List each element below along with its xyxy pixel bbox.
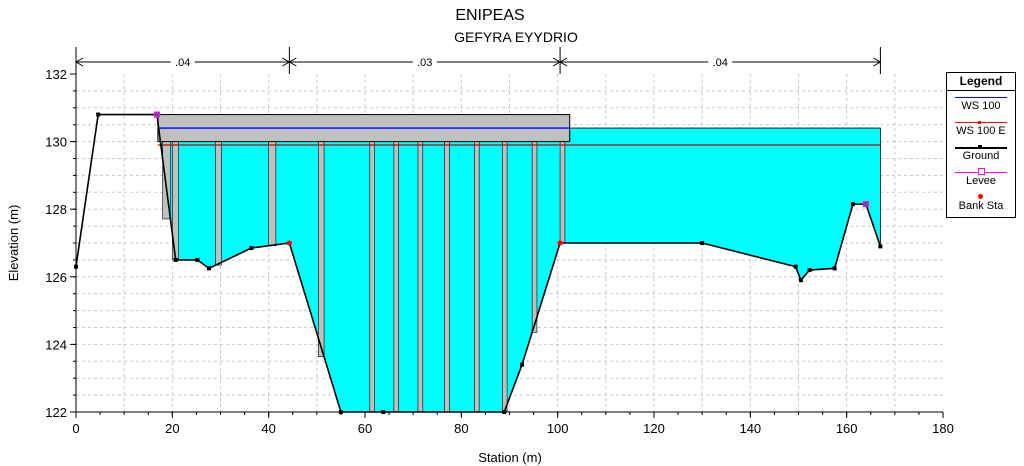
ground-point: [195, 257, 200, 262]
bridge-pier: [444, 141, 450, 413]
water-area: [157, 121, 881, 413]
legend-label: Levee: [966, 175, 996, 187]
legend-label: Ground: [962, 150, 1000, 162]
ws100e-line-swatch: [955, 122, 1007, 123]
bridge-pier: [417, 141, 424, 413]
legend-item-ws100: WS 100: [947, 91, 1015, 116]
water-fill: [157, 121, 881, 413]
ground-point: [206, 266, 211, 271]
ws100e-marker: [978, 121, 981, 124]
y-axis-label: Elevation (m): [6, 205, 21, 282]
x-tick-label: 120: [643, 421, 665, 436]
y-tick-label: 132: [45, 67, 67, 82]
manning-segments: .04 .03 .04: [74, 47, 882, 74]
y-tick-label: 122: [45, 405, 67, 420]
ground-point: [520, 362, 525, 367]
levee-marker: [978, 168, 985, 175]
bank-station-marker: [286, 240, 292, 246]
manning-label-bg: [170, 56, 195, 68]
legend: Legend WS 100 WS 100 E Ground Levee Bank…: [946, 72, 1016, 218]
legend-label: Bank Sta: [958, 200, 1004, 212]
manning-n-label: .03: [417, 57, 432, 69]
legend-item-levee: Levee: [947, 166, 1015, 191]
bridge-pier: [474, 141, 480, 413]
bridge-pier: [559, 141, 566, 244]
legend-item-bank-sta: Bank Sta: [947, 191, 1015, 216]
chart-title: ENIPEAS: [455, 7, 524, 24]
manning-label-bg: [412, 56, 437, 68]
x-axis-label: Station (m): [478, 450, 542, 465]
manning-n-label: .04: [713, 57, 728, 69]
levee-marker: [862, 201, 869, 208]
levee-marker: [153, 111, 160, 118]
y-tick-label: 128: [45, 202, 67, 217]
manning-n-label: .04: [175, 57, 190, 69]
manning-label-bg: [708, 56, 733, 68]
bridge-pier: [317, 141, 325, 358]
y-tick-label: 126: [45, 270, 67, 285]
bridge-pier: [215, 141, 222, 266]
axes: 0 20 40 60 80 100 120 140 160 180 122 124 126 128 130 1…: [45, 67, 954, 436]
x-tick-label: 140: [739, 421, 761, 436]
ws100-line-swatch: [955, 97, 1007, 98]
bank-sta-marker: [978, 194, 983, 199]
water-surface-lines: [157, 127, 881, 146]
bridge-pier: [369, 141, 375, 413]
legend-item-ws100e: WS 100 E: [947, 116, 1015, 141]
ground-point: [173, 257, 178, 262]
x-tick-label: 160: [836, 421, 858, 436]
legend-item-ground: Ground: [947, 141, 1015, 166]
x-tick-label: 180: [932, 421, 954, 436]
bridge-pier: [393, 141, 400, 413]
ground-point: [798, 278, 803, 283]
x-tick-label: 40: [261, 421, 275, 436]
bank-station-marker: [557, 240, 563, 246]
ground-point: [832, 266, 837, 271]
bridge-pier: [501, 141, 508, 413]
bridge-piers: [162, 141, 566, 413]
legend-label: WS 100 E: [956, 125, 1006, 137]
y-tick-label: 124: [45, 337, 67, 352]
x-tick-label: 100: [547, 421, 569, 436]
ground-point: [878, 244, 883, 249]
bridge-pier: [268, 141, 277, 247]
ground-point: [700, 241, 705, 245]
legend-label: WS 100: [961, 100, 1001, 112]
legend-title: Legend: [947, 73, 1015, 91]
ground-point: [793, 264, 798, 269]
ground-point: [807, 268, 812, 273]
x-tick-label: 60: [358, 421, 372, 436]
ground-point: [850, 202, 855, 207]
bridge-pier: [531, 141, 538, 333]
x-tick-label: 80: [454, 421, 468, 436]
ground-point: [96, 112, 101, 117]
x-tick-label: 20: [165, 421, 179, 436]
chart-subtitle: GEFYRA EYYDRIO: [454, 29, 578, 45]
ground-marker: [978, 145, 982, 149]
x-tick-label: 0: [72, 421, 79, 436]
ground-point: [249, 246, 254, 251]
y-tick-label: 130: [45, 135, 67, 150]
